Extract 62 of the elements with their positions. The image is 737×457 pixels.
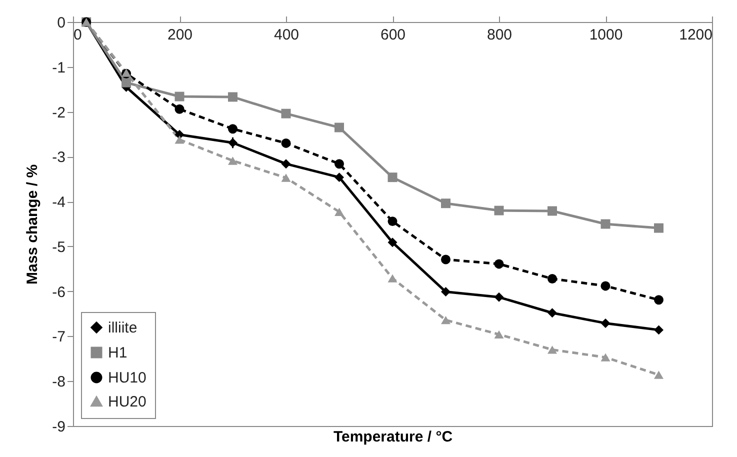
- y-tick-label: -1: [52, 59, 66, 76]
- y-tick-label: -7: [52, 328, 66, 346]
- point: [334, 122, 344, 132]
- point: [600, 353, 610, 362]
- point: [228, 156, 238, 165]
- x-tick-label: 400: [274, 26, 300, 44]
- point: [654, 370, 664, 379]
- point: [441, 198, 450, 208]
- point: [388, 238, 398, 248]
- point: [228, 92, 238, 102]
- x-tick-label: 1200: [679, 26, 712, 44]
- point: [334, 208, 344, 216]
- x-tick-label: 1000: [589, 26, 623, 44]
- point: [600, 318, 610, 328]
- point: [548, 346, 557, 354]
- legend-label: H1: [108, 344, 128, 362]
- point: [494, 330, 504, 339]
- point: [494, 259, 504, 269]
- point: [122, 78, 131, 88]
- point: [281, 108, 291, 118]
- point: [174, 136, 184, 144]
- point: [441, 287, 450, 297]
- x-axis-title: Temperature / °C: [333, 428, 453, 446]
- y-tick-label: -8: [52, 374, 66, 391]
- x-tick-label: 800: [486, 26, 512, 44]
- point: [654, 295, 664, 305]
- point: [281, 138, 291, 148]
- y-tick-label: -9: [52, 418, 66, 436]
- x-tick-label: 0: [74, 26, 82, 44]
- point: [600, 219, 610, 229]
- point: [548, 308, 557, 318]
- point: [548, 274, 557, 284]
- point: [228, 124, 238, 134]
- point: [281, 174, 291, 182]
- y-axis-title: Mass change / %: [24, 164, 42, 285]
- point: [654, 223, 664, 233]
- y-tick-label: -4: [52, 194, 66, 212]
- x-tick-label: 200: [167, 26, 193, 44]
- point: [654, 325, 664, 335]
- y-tick-label: 0: [57, 14, 66, 32]
- point: [388, 216, 398, 226]
- point: [494, 292, 504, 302]
- y-tick-label: -5: [52, 238, 66, 256]
- point: [174, 104, 184, 114]
- point: [334, 159, 344, 169]
- point: [334, 172, 344, 182]
- point: [388, 172, 398, 182]
- point: [494, 206, 504, 216]
- point: [600, 281, 610, 291]
- point: [281, 159, 291, 169]
- y-tick-label: -3: [52, 149, 66, 166]
- point: [174, 92, 184, 102]
- y-tick-label: -6: [52, 284, 66, 301]
- legend-label: HU10: [108, 370, 146, 386]
- legend-label: HU20: [108, 394, 146, 410]
- y-tick-label: -2: [52, 104, 66, 122]
- point: [441, 254, 450, 264]
- x-tick-label: 600: [380, 26, 406, 44]
- point: [548, 206, 557, 216]
- point: [388, 274, 398, 282]
- point: [441, 316, 450, 324]
- legend-label: illiite: [108, 320, 138, 336]
